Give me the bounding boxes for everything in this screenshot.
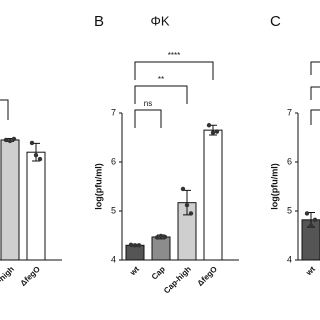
data-point [188,211,194,216]
significance-label: ** [158,75,164,84]
bar [203,129,223,261]
data-point [184,202,190,208]
data-point [7,138,13,144]
data-point [180,186,186,192]
chart-title: ΦK [150,13,169,28]
data-point [308,223,314,228]
bracket [310,61,320,75]
x-tick-label: Cap-high [162,264,193,295]
data-point [136,243,142,248]
x-tick-label: ΔfegO [19,265,42,288]
y-tick-label: 5 [111,205,116,215]
data-point [214,129,220,134]
data-point [11,136,17,142]
bracket [310,109,320,125]
panel-c-brackets [310,61,320,125]
bar [26,151,46,261]
y-tick-label: 4 [287,254,292,264]
data-point [37,156,43,162]
significance-label: ns [144,99,152,108]
data-point [304,211,310,216]
significance-bracket [134,61,214,80]
data-point [33,152,39,158]
y-tick-label: 6 [287,156,292,166]
panel-label: C [270,13,281,30]
bracket [0,99,9,120]
significance-bracket [134,109,162,128]
data-point [128,242,134,248]
data-point [162,234,168,240]
y-tick-label: 7 [287,107,292,117]
y-tick-label: 6 [111,156,116,166]
panel-label: B [94,13,104,30]
bar [151,236,171,261]
x-tick-label: Cap [150,264,167,281]
y-tick-label: 5 [287,205,292,215]
data-point [154,235,160,240]
bar [125,244,145,261]
x-tick-label: wt [304,264,318,278]
significance-label: **** [168,51,180,60]
data-point [158,233,164,239]
x-tick-label: ΔfegO [196,265,219,288]
bar [0,139,20,261]
y-tick-label: 7 [111,107,116,117]
bracket [310,86,320,100]
data-point [29,140,35,146]
data-point [210,130,216,135]
y-axis-label: log(pfu/ml) [269,163,279,210]
y-tick-label: 4 [111,254,116,264]
data-point [132,243,138,248]
panel-a-brackets [0,99,9,120]
significance-bracket [134,85,188,104]
x-tick-label: Cap-high [0,264,16,295]
data-point [312,217,318,223]
x-tick-label: wt [128,264,142,278]
data-point [3,137,9,143]
data-point [206,123,212,128]
y-axis-label: log(pfu/ml) [93,163,103,210]
